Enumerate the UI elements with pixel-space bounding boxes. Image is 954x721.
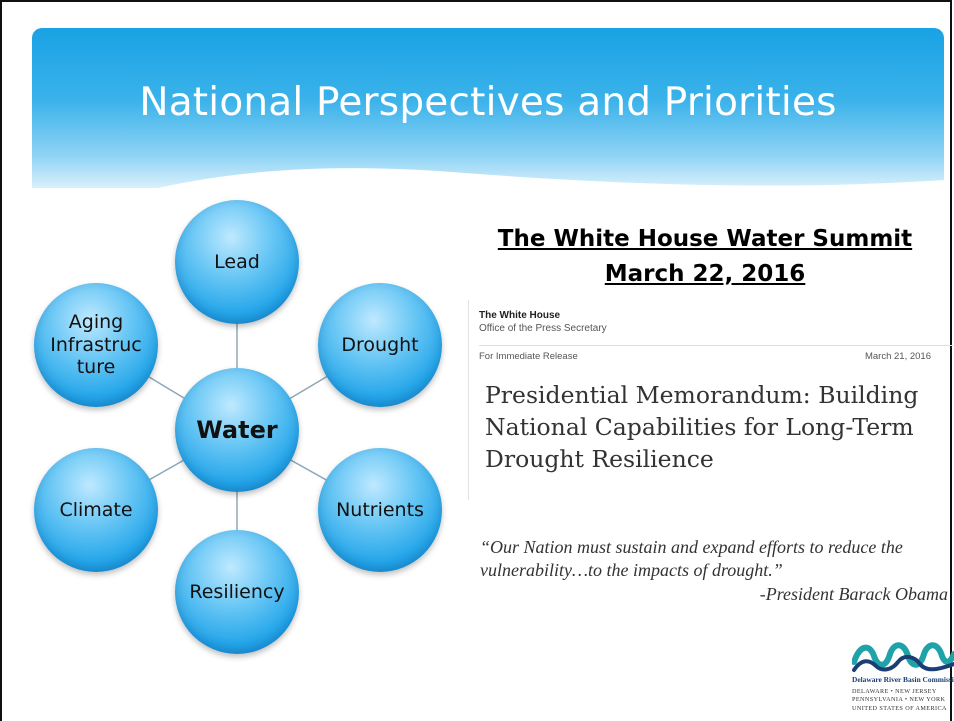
logo-states-line-3: UNITED STATES OF AMERICA (852, 704, 947, 712)
node-aging-line-3: ture (76, 356, 116, 379)
summit-heading-line-2: March 22, 2016 (604, 260, 806, 287)
memo-office: Office of the Press Secretary (479, 323, 607, 334)
node-climate: Climate (34, 448, 158, 572)
node-nutrients-label: Nutrients (336, 498, 424, 521)
press-release-clipping: The White House Office of the Press Secr… (468, 300, 953, 500)
slide-title: National Perspectives and Priorities (139, 80, 837, 125)
node-lead: Lead (175, 200, 299, 324)
drbc-logo-icon (852, 642, 954, 672)
logo-name: Delaware River Basin Commission (852, 675, 954, 684)
memo-divider (479, 345, 953, 346)
memo-release: For Immediate Release (479, 351, 578, 362)
header-banner (32, 28, 944, 188)
node-nutrients: Nutrients (318, 448, 442, 572)
obama-quote: “Our Nation must sustain and expand effo… (480, 537, 903, 581)
node-water-center: Water (175, 368, 299, 492)
node-aging-line-1: Aging (68, 310, 124, 333)
node-drought-label: Drought (341, 333, 419, 356)
node-lead-label: Lead (214, 250, 260, 273)
memo-headline-line-3: Drought Resilience (485, 444, 714, 473)
node-water-label: Water (196, 415, 278, 444)
memo-date: March 21, 2016 (864, 351, 931, 362)
node-resiliency-label: Resiliency (189, 580, 285, 603)
node-aging-infrastructure: Aging Infrastruc ture (34, 283, 158, 407)
logo-states: DELAWARE • NEW JERSEY PENNSYLVANIA • NEW… (852, 688, 954, 713)
summit-heading: The White House Water Summit March 22, 2… (470, 222, 940, 291)
memo-headline: Presidential Memorandum: Building Nation… (485, 380, 945, 476)
memo-org: The White House (479, 310, 561, 321)
quote-attribution: -President Barack Obama (759, 584, 948, 604)
node-climate-label: Climate (59, 498, 133, 521)
node-drought: Drought (318, 283, 442, 407)
summit-heading-line-1: The White House Water Summit (497, 226, 913, 252)
node-resiliency: Resiliency (175, 530, 299, 654)
logo-states-line-1: DELAWARE • NEW JERSEY (852, 688, 937, 695)
logo-states-line-2: PENNSYLVANIA • NEW YORK (852, 696, 946, 704)
memo-headline-line-1: Presidential Memorandum: Building (485, 381, 919, 409)
node-aging-line-2: Infrastruc (50, 333, 142, 356)
memo-headline-line-2: National Capabilities for Long-Term (485, 412, 914, 441)
